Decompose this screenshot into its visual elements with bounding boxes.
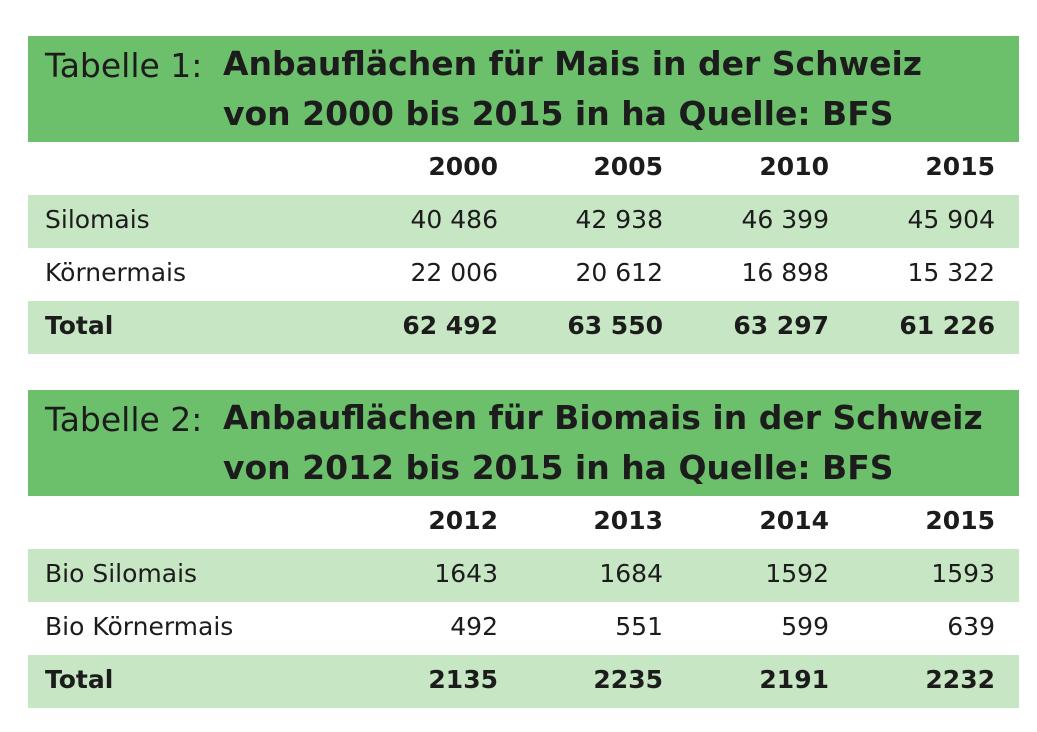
table-cell: 15 322 bbox=[907, 258, 995, 287]
table-cell: 1684 bbox=[599, 559, 663, 588]
row-label: Total bbox=[45, 665, 114, 694]
table-row: Körnermais 22 006 20 612 16 898 15 322 bbox=[28, 248, 1019, 301]
table-row: Bio Körnermais 492 551 599 639 bbox=[28, 602, 1019, 655]
table-1-year-header: 2000 bbox=[428, 152, 498, 181]
table-1: Tabelle 1: Anbauflächen für Mais in der … bbox=[28, 36, 1019, 354]
table-1-title-bar: Tabelle 1: Anbauflächen für Mais in der … bbox=[28, 36, 1019, 142]
table-1-year-header: 2005 bbox=[593, 152, 663, 181]
row-label: Silomais bbox=[45, 205, 150, 234]
table-cell: 599 bbox=[781, 612, 829, 641]
table-2-title-line-2: von 2012 bis 2015 in ha Quelle: BFS bbox=[223, 448, 894, 487]
table-1-header-row: 2000 2005 2010 2015 bbox=[28, 142, 1019, 195]
table-cell: 40 486 bbox=[410, 205, 498, 234]
table-2-header-row: 2012 2013 2014 2015 bbox=[28, 496, 1019, 549]
table-cell: 42 938 bbox=[575, 205, 663, 234]
table-cell: 1592 bbox=[765, 559, 829, 588]
table-cell: 16 898 bbox=[741, 258, 829, 287]
row-label: Bio Silomais bbox=[45, 559, 198, 588]
table-1-prefix: Tabelle 1: bbox=[45, 46, 203, 85]
table-cell: 1593 bbox=[931, 559, 995, 588]
table-2-title-line-1: Anbauflächen für Biomais in der Schweiz bbox=[223, 398, 983, 437]
table-cell: 20 612 bbox=[575, 258, 663, 287]
table-2-title-bar: Tabelle 2: Anbauflächen für Biomais in d… bbox=[28, 390, 1019, 496]
table-cell: 639 bbox=[947, 612, 995, 641]
table-cell: 63 550 bbox=[567, 311, 663, 340]
table-cell: 2235 bbox=[593, 665, 663, 694]
table-1-year-header: 2015 bbox=[925, 152, 995, 181]
table-1-title-line-2: von 2000 bis 2015 in ha Quelle: BFS bbox=[223, 94, 894, 133]
table-cell: 62 492 bbox=[402, 311, 498, 340]
table-2-year-header: 2015 bbox=[925, 506, 995, 535]
table-2: Tabelle 2: Anbauflächen für Biomais in d… bbox=[28, 390, 1019, 708]
row-label: Körnermais bbox=[45, 258, 186, 287]
table-cell: 22 006 bbox=[410, 258, 498, 287]
table-row: Bio Silomais 1643 1684 1592 1593 bbox=[28, 549, 1019, 602]
table-1-title-line-1: Anbauflächen für Mais in der Schweiz bbox=[223, 44, 922, 83]
table-cell: 63 297 bbox=[733, 311, 829, 340]
table-1-year-header: 2010 bbox=[759, 152, 829, 181]
table-2-year-header: 2014 bbox=[759, 506, 829, 535]
table-cell: 2191 bbox=[759, 665, 829, 694]
table-cell: 492 bbox=[450, 612, 498, 641]
table-total-row: Total 62 492 63 550 63 297 61 226 bbox=[28, 301, 1019, 354]
table-cell: 551 bbox=[615, 612, 663, 641]
table-cell: 45 904 bbox=[907, 205, 995, 234]
table-2-year-header: 2013 bbox=[593, 506, 663, 535]
table-total-row: Total 2135 2235 2191 2232 bbox=[28, 655, 1019, 708]
row-label: Total bbox=[45, 311, 114, 340]
table-cell: 61 226 bbox=[899, 311, 995, 340]
table-cell: 2135 bbox=[428, 665, 498, 694]
table-cell: 1643 bbox=[434, 559, 498, 588]
table-cell: 46 399 bbox=[741, 205, 829, 234]
row-label: Bio Körnermais bbox=[45, 612, 234, 641]
table-2-prefix: Tabelle 2: bbox=[45, 400, 203, 439]
table-2-year-header: 2012 bbox=[428, 506, 498, 535]
table-cell: 2232 bbox=[925, 665, 995, 694]
table-row: Silomais 40 486 42 938 46 399 45 904 bbox=[28, 195, 1019, 248]
